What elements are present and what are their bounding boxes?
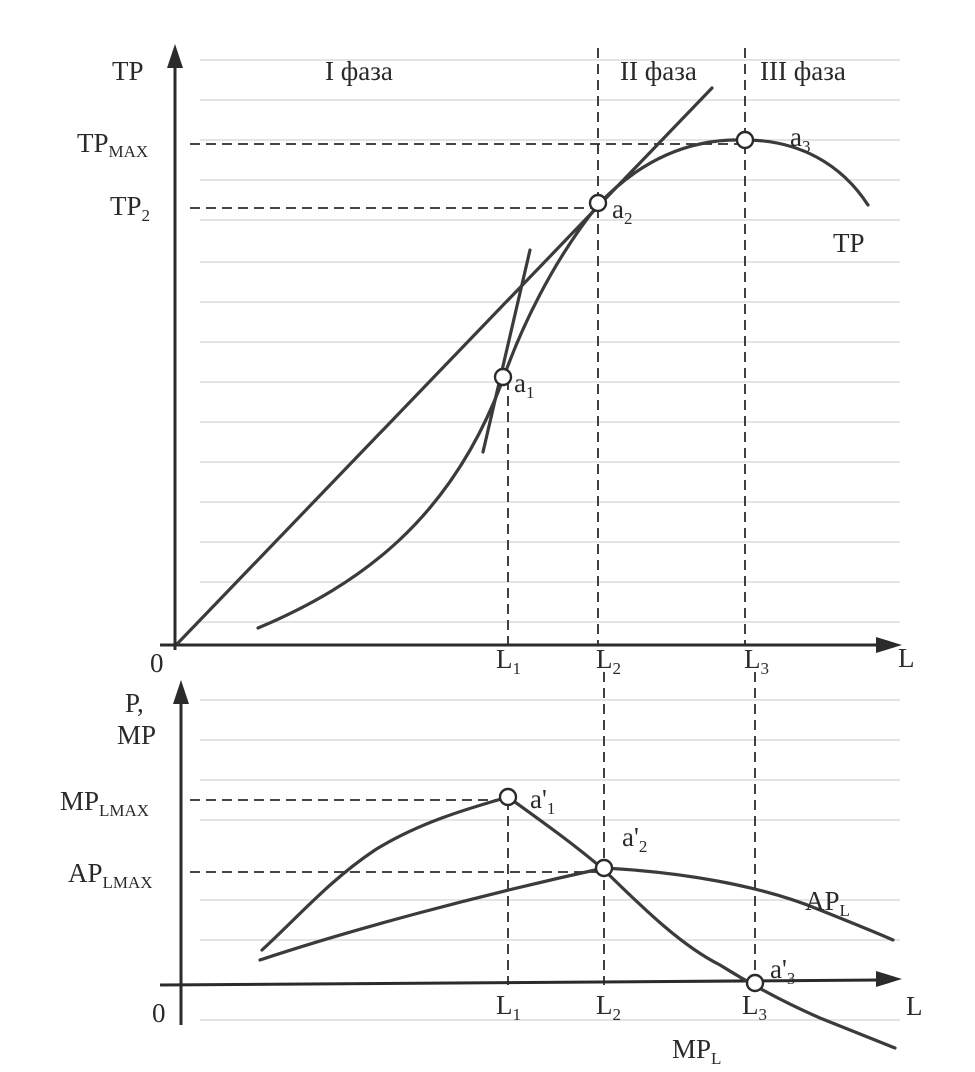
phase-2-label: II фаза [620,56,697,86]
x-tick-l1-top: L1 [496,644,521,678]
bottom-graph: P, MP 0 L MPLMAX APLMAX L1 L2 L3 APL MPL… [60,672,923,1068]
top-x-arrow [876,637,902,653]
label-a2: a2 [612,194,632,228]
label-a1-prime: a'1 [530,784,555,818]
bottom-y-axis-label-line2: MP [117,720,156,750]
tangent-at-a1 [481,248,532,454]
label-a1: a1 [514,368,534,402]
x-tick-l2-bottom: L2 [596,990,621,1024]
bottom-y-axis-label-line1: P, [125,688,144,718]
label-a3-prime: a'3 [770,954,795,988]
y-tick-mplmax: MPLMAX [60,786,149,820]
bottom-origin-label: 0 [152,998,166,1028]
tp-curve-label: TP [833,228,865,258]
bottom-x-arrow [876,971,902,987]
top-x-axis-label: L [898,643,915,673]
ap-curve [258,866,895,962]
mp-curve-label: MPL [672,1034,721,1068]
point-a1 [493,367,513,387]
mp-curve [260,795,897,1050]
x-tick-l3-top: L3 [744,644,769,678]
x-tick-l3-bottom: L3 [742,990,767,1024]
label-a2-prime: a'2 [622,822,647,856]
bottom-y-arrow [173,680,189,704]
y-tick-tp2: TP2 [110,191,150,225]
point-a3 [735,130,755,150]
ap-curve-label: APL [805,886,850,920]
x-tick-l1-bottom: L1 [496,990,521,1024]
y-tick-aplmax: APLMAX [68,858,153,892]
phase-1-label: I фаза [325,56,393,86]
top-graph: TP 0 L I фаза II фаза III фаза TPMAX TP2… [77,44,915,678]
phase-3-label: III фаза [760,56,846,86]
point-a2-prime [594,858,614,878]
point-a3-prime [745,973,765,993]
label-a3: a3 [790,122,810,156]
top-origin-label: 0 [150,648,164,678]
tp-curve [256,138,870,630]
bottom-x-axis-label: L [906,991,923,1021]
point-a1-prime [498,787,518,807]
top-y-arrow [167,44,183,68]
background-text-lines [200,59,900,1021]
x-tick-l2-top: L2 [596,644,621,678]
top-y-axis-label: TP [112,56,144,86]
y-tick-tpmax: TPMAX [77,128,148,161]
ray-from-origin [176,86,714,645]
point-a2 [588,193,608,213]
